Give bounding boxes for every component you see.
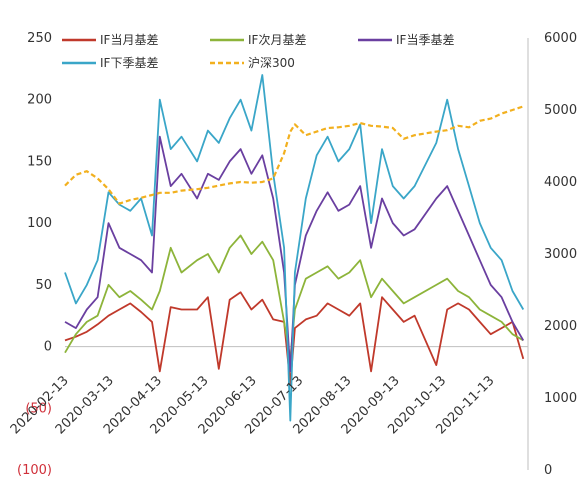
y2-tick-label: 4000 — [544, 175, 577, 190]
y-tick-label: (100) — [17, 463, 52, 478]
y-tick-label: 100 — [27, 216, 52, 231]
legend-label: IF当季基差 — [396, 33, 454, 47]
legend-label: IF下季基差 — [100, 56, 158, 70]
y-tick-label: 50 — [35, 278, 52, 293]
y2-tick-label: 1000 — [544, 391, 577, 406]
series-line-0 — [64, 291, 525, 385]
series-line-3 — [64, 74, 525, 422]
series-line-4 — [64, 105, 524, 205]
right-axis-ticks: 6000 5000 4000 3000 2000 1000 0 — [544, 31, 577, 478]
left-axis-ticks: 250 200 150 100 50 0 (50) (100) — [17, 31, 52, 478]
y-tick-label: 0 — [44, 340, 52, 355]
legend-label: IF次月基差 — [248, 33, 306, 47]
y-tick-label: 150 — [27, 154, 52, 169]
y2-tick-label: 3000 — [544, 247, 577, 262]
y-tick-label: 250 — [27, 31, 52, 46]
y2-tick-label: 2000 — [544, 319, 577, 334]
y2-tick-label: 5000 — [544, 103, 577, 118]
series-layer — [64, 74, 525, 422]
legend-label: 沪深300 — [248, 56, 295, 70]
y2-tick-label: 6000 — [544, 31, 577, 46]
y-tick-label: 200 — [27, 93, 52, 108]
legend-label: IF当月基差 — [100, 33, 158, 47]
y-tick-label: (50) — [25, 401, 52, 416]
x-axis-ticks: 2020-02-132020-03-132020-04-132020-05-13… — [8, 373, 498, 437]
y2-tick-label: 0 — [544, 463, 552, 478]
legend: IF当月基差 IF次月基差 IF当季基差 IF下季基差 沪深300 — [62, 33, 454, 70]
series-line-2 — [64, 135, 525, 373]
